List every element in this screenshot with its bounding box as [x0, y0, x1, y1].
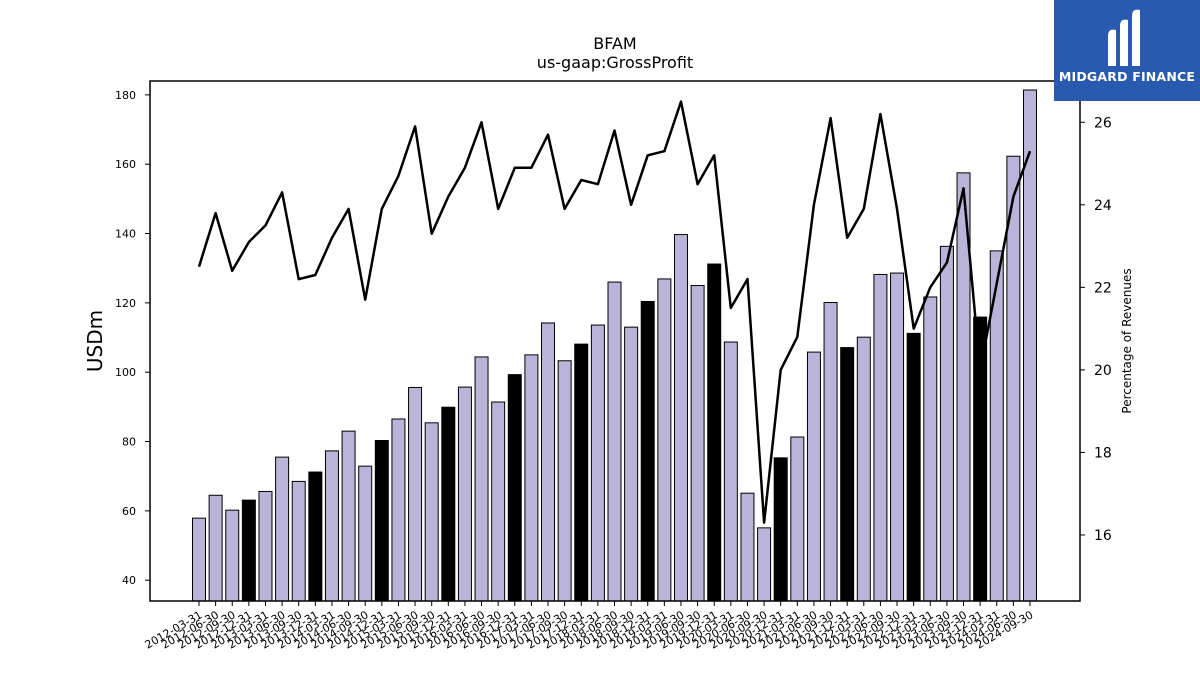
bar-2013-09-30: [291, 480, 306, 602]
bar-2012-06-30: [208, 494, 223, 602]
bar-2015-03-31: [391, 418, 406, 602]
bar-2012-09-30: [225, 509, 240, 602]
x-axis: 2012-03-312012-06-302012-09-302012-12-31…: [143, 601, 1036, 652]
y-tick-label: 100: [115, 366, 136, 379]
midgard-m-icon: [1108, 9, 1140, 67]
bar-2019-03-31: [657, 278, 672, 602]
bar-series: [192, 89, 1037, 602]
y-tick-label: 120: [115, 297, 136, 310]
bar-2019-12-31: [707, 263, 722, 602]
bar-2020-12-31: [773, 457, 788, 602]
bar-2013-03-31: [258, 490, 273, 602]
bar-2021-12-31: [840, 347, 855, 602]
bar-2015-12-31: [441, 406, 456, 602]
bar-2016-12-31: [507, 374, 522, 602]
bar-2018-09-30: [624, 326, 639, 602]
bar-2021-03-31: [790, 436, 805, 602]
bar-2017-12-31: [574, 343, 589, 602]
bar-2021-09-30: [823, 302, 838, 602]
bar-2020-09-30: [757, 527, 772, 602]
y2-axis-label: Percentage of Revenues: [1120, 268, 1134, 413]
bar-2022-12-31: [906, 332, 921, 602]
y-tick-label: 180: [115, 89, 136, 102]
bar-2023-03-31: [923, 296, 938, 602]
bar-2015-06-30: [408, 386, 423, 602]
chart-title: BFAM: [593, 34, 636, 53]
bar-2014-03-31: [324, 450, 339, 602]
bar-2017-09-30: [557, 360, 572, 602]
bar-2013-06-30: [275, 456, 290, 602]
bar-2022-03-31: [856, 336, 871, 602]
y2-tick-label: 20: [1094, 363, 1112, 379]
bar-2018-03-31: [590, 324, 605, 602]
bar-2017-03-31: [524, 354, 539, 602]
y-tick-label: 160: [115, 158, 136, 171]
bar-2015-09-30: [424, 422, 439, 602]
y2-tick-label: 26: [1094, 115, 1112, 131]
y-axis-right: 16 18 20 22 24 26: [1080, 115, 1112, 544]
bar-2016-09-30: [491, 401, 506, 602]
bar-2022-09-30: [890, 272, 905, 602]
logo-text: MIDGARD FINANCE: [1058, 69, 1196, 84]
y2-tick-label: 18: [1094, 445, 1112, 461]
bar-2017-06-30: [541, 322, 556, 602]
y-tick-label: 140: [115, 228, 136, 241]
chart-subtitle: us-gaap:GrossProfit: [537, 53, 693, 72]
y-tick-label: 80: [122, 436, 136, 449]
bar-2014-09-30: [358, 465, 373, 602]
y2-tick-label: 16: [1094, 528, 1112, 544]
bar-2022-06-30: [873, 273, 888, 602]
bar-2019-06-30: [673, 234, 688, 602]
bar-2020-03-31: [723, 341, 738, 602]
y2-tick-label: 22: [1094, 280, 1112, 296]
bar-2014-12-31: [374, 439, 389, 602]
bar-2023-06-30: [939, 245, 954, 602]
bar-2014-06-30: [341, 430, 356, 602]
bar-2019-09-30: [690, 285, 705, 602]
y2-tick-label: 24: [1094, 198, 1112, 214]
bar-2013-12-31: [308, 471, 323, 602]
y-tick-label: 60: [122, 505, 136, 518]
bar-2018-06-30: [607, 281, 622, 602]
y-axis-left: 40 60 80 100 120 140 160 180: [115, 89, 150, 587]
bar-2012-03-31: [192, 517, 206, 602]
bar-2012-12-31: [241, 499, 256, 602]
bar-2016-06-30: [474, 356, 489, 602]
bar-2016-03-31: [457, 386, 472, 602]
y-tick-label: 40: [122, 574, 136, 587]
bar-2020-06-30: [740, 492, 755, 602]
bar-2021-06-30: [806, 351, 821, 602]
bar-2018-12-31: [640, 300, 655, 602]
percentage-line: [197, 100, 1032, 524]
y-axis-label: USDm: [83, 310, 107, 372]
midgard-finance-logo: MIDGARD FINANCE: [1054, 0, 1200, 101]
